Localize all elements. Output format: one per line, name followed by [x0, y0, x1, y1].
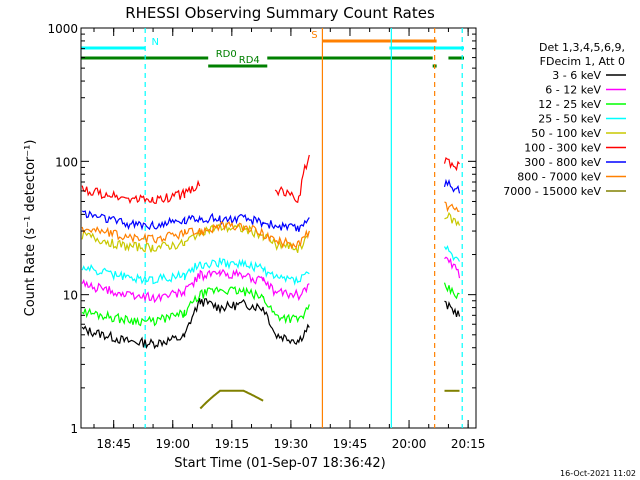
- x-tick-label: 20:15: [451, 437, 486, 451]
- series-line-7000-15000-: [199, 389, 264, 410]
- x-tick-label: 20:00: [392, 437, 427, 451]
- series-line-12-25-: [81, 286, 310, 327]
- y-tick-label: 10: [63, 289, 78, 303]
- flag-label-rd4: RD4: [239, 55, 260, 66]
- legend-entry-label: 7000 - 15000 keV: [503, 185, 601, 198]
- plot-frame: [80, 27, 477, 429]
- series-line-12-25-: [443, 282, 460, 300]
- legend-entry-label: 50 - 100 keV: [531, 127, 601, 140]
- axis-ticks: 18:45 19:00 19:15 19:30 19:45 20:00 20:15 1 10 10…: [47, 22, 485, 451]
- series-line-25-50-: [81, 257, 310, 286]
- series-line-300-800-: [81, 210, 310, 232]
- series-line-50-100-: [81, 221, 310, 253]
- series-line-6-12-: [81, 268, 310, 304]
- x-axis-label: Start Time (01-Sep-07 18:36:42): [174, 456, 385, 471]
- series-group: [81, 154, 461, 410]
- timestamp: 16-Oct-2021 11:02: [560, 469, 636, 478]
- flag-label-s: S: [311, 30, 317, 41]
- flag-label-rd0: RD0: [216, 49, 237, 60]
- series-line-3-6-: [81, 298, 310, 350]
- series-line-6-12-: [444, 256, 461, 279]
- series-line-800-7000-: [444, 201, 460, 213]
- y-tick-label: 100: [55, 155, 78, 169]
- series-line-25-50-: [443, 244, 461, 262]
- legend: Det 1,3,4,5,6,9,FDecim 1, Att 03 - 6 keV…: [503, 41, 626, 198]
- x-tick-label: 19:00: [155, 437, 190, 451]
- legend-header: Det 1,3,4,5,6,9,: [539, 41, 625, 54]
- series-line-3-6-: [444, 300, 461, 318]
- legend-entry-label: 12 - 25 keV: [538, 98, 601, 111]
- series-line-300-800-: [443, 178, 461, 194]
- legend-entry-label: 25 - 50 keV: [538, 113, 601, 126]
- x-tick-label: 19:30: [274, 437, 309, 451]
- legend-entry-label: 100 - 300 keV: [524, 142, 601, 155]
- legend-header: FDecim 1, Att 0: [540, 55, 625, 68]
- series-line-800-7000-: [81, 221, 310, 250]
- series-line-50-100-: [444, 211, 461, 227]
- series-line-100-300-: [274, 154, 310, 204]
- legend-entry-label: 300 - 800 keV: [524, 156, 601, 169]
- event-markers: [144, 28, 463, 428]
- series-line-100-300-: [443, 156, 460, 172]
- y-tick-label: 1000: [47, 22, 78, 36]
- x-tick-label: 18:45: [96, 437, 131, 451]
- legend-entry-label: 3 - 6 keV: [552, 69, 601, 82]
- y-tick-label: 1: [70, 422, 78, 436]
- y-axis-label: Count Rate (s⁻¹ detector⁻¹): [23, 140, 38, 317]
- x-tick-label: 19:15: [215, 437, 250, 451]
- x-tick-label: 19:45: [333, 437, 368, 451]
- flag-label-n: N: [151, 37, 158, 48]
- legend-entry-label: 800 - 7000 keV: [517, 171, 601, 184]
- chart-title: RHESSI Observing Summary Count Rates: [125, 4, 435, 22]
- legend-entry-label: 6 - 12 keV: [545, 84, 601, 97]
- series-line-100-300-: [81, 179, 201, 205]
